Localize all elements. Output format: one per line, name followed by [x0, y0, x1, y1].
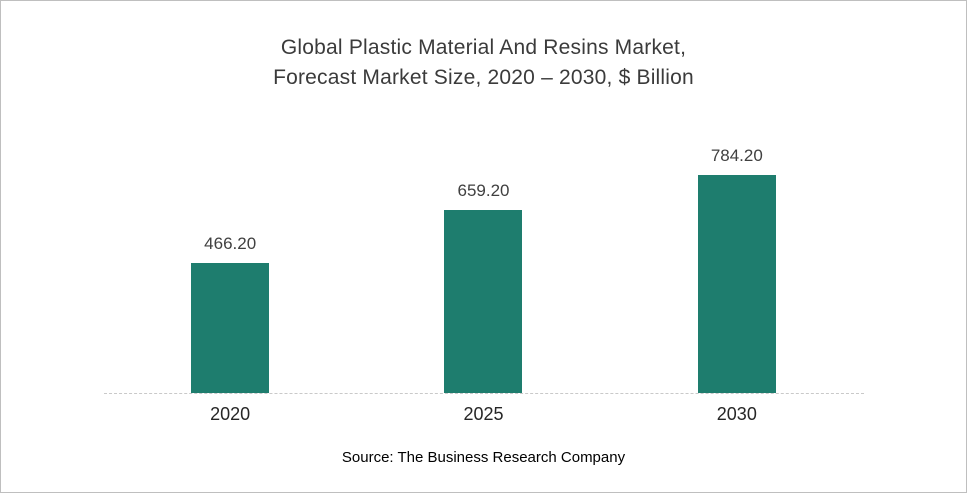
x-axis-label-2025: 2025 [463, 403, 504, 424]
x-axis-label-2020: 2020 [210, 403, 251, 424]
plot-area: 466.20 659.20 784.20 [103, 126, 864, 394]
bar-column-2020: 466.20 [170, 234, 290, 393]
bar-column-2025: 659.20 [423, 181, 543, 393]
chart-title-line-1: Global Plastic Material And Resins Marke… [280, 36, 687, 59]
bar-2020 [191, 262, 270, 393]
x-axis-labels: 2020 2025 2030 [104, 404, 864, 425]
bar-value-label: 784.20 [710, 145, 763, 165]
bar-2030 [697, 174, 776, 393]
bar-value-label: 466.20 [204, 233, 257, 253]
bar-value-label: 659.20 [457, 180, 510, 200]
bar-column-2030: 784.20 [677, 146, 797, 393]
chart-title: Global Plastic Material And Resins Marke… [1, 33, 966, 94]
bar-2025 [444, 209, 523, 393]
x-axis-label-2030: 2030 [716, 403, 757, 424]
source-caption: Source: The Business Research Company [341, 448, 626, 466]
chart-title-line-2: Forecast Market Size, 2020 – 2030, $ Bil… [273, 66, 694, 90]
